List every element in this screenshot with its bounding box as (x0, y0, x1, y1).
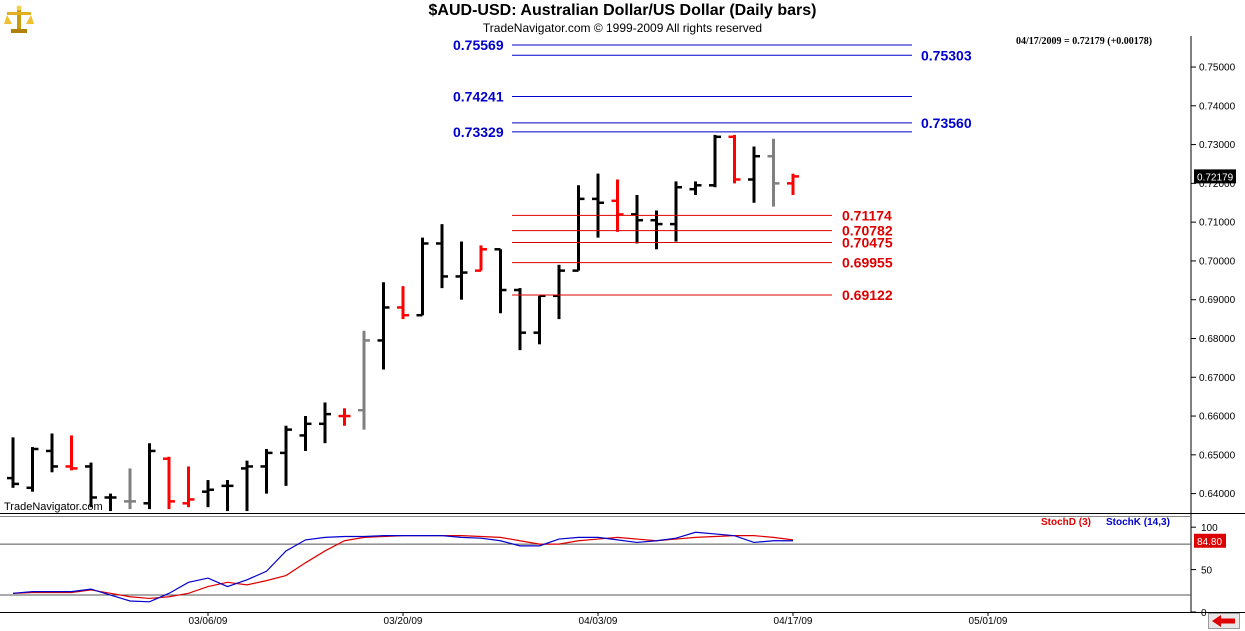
price-bar (553, 264, 565, 320)
price-bar (650, 210, 663, 250)
price-bar (163, 456, 175, 510)
price-bar (338, 408, 351, 426)
blue-level-label: 0.75569 (453, 37, 504, 53)
price-bar (26, 447, 39, 492)
y-tick-label: 0.69000 (1199, 295, 1236, 306)
price-bar (124, 468, 136, 510)
price-bar (592, 173, 604, 238)
y-tick-label: 0.71000 (1199, 218, 1236, 229)
price-bar (611, 179, 624, 232)
price-bar (709, 134, 721, 188)
stochastic-panel: StochD (3) StochK (14,3) 100 50 0 84.80 (0, 517, 1226, 619)
price-bar (455, 241, 468, 300)
red-level-label: 0.70475 (842, 235, 893, 251)
price-bar (689, 181, 702, 195)
price-bar (631, 195, 643, 244)
date-axis: 03/06/09 03/20/09 04/03/09 04/17/09 05/01/09 (189, 612, 1008, 627)
price-bar (767, 138, 780, 207)
red-level-label: 0.69955 (842, 255, 893, 271)
price-bar (436, 224, 448, 289)
y-tick-label: 0.65000 (1199, 450, 1236, 461)
price-bar (260, 449, 273, 494)
y-tick-label: 0.68000 (1199, 334, 1236, 345)
gold-scales-icon[interactable] (4, 4, 34, 34)
legend-stoch-d: StochD (3) (1041, 517, 1091, 528)
fibonacci-levels: 0.75569 0.75303 0.74241 0.73560 0.73329 0.711… (453, 37, 972, 303)
blue-level-label: 0.74241 (453, 88, 504, 104)
stoch-tick-label: 50 (1201, 566, 1213, 577)
y-tick-label: 0.73000 (1199, 140, 1236, 151)
price-bar (748, 146, 760, 203)
last-price-box (1194, 169, 1236, 184)
y-tick-label: 0.72000 (1199, 179, 1236, 190)
legend-stoch-k: StochK (14,3) (1106, 517, 1170, 528)
price-bar (670, 181, 682, 242)
price-bar (728, 134, 741, 184)
price-bar (416, 237, 429, 317)
stoch-tick-label: 100 (1201, 523, 1218, 534)
y-tick-label: 0.75000 (1199, 63, 1236, 74)
y-tick-label: 0.74000 (1199, 101, 1236, 112)
price-bar (475, 245, 487, 272)
price-bars (7, 134, 799, 512)
stoch-last-label: 84.80 (1197, 537, 1222, 548)
blue-level-label: 0.75303 (921, 47, 972, 63)
price-bar (397, 286, 409, 320)
red-level-label: 0.69122 (842, 287, 893, 303)
price-bar (241, 460, 253, 512)
price-bar (65, 435, 78, 471)
x-tick-label: 04/17/09 (774, 616, 813, 627)
watermark-label: TradeNavigator.com (4, 501, 103, 513)
price-bar (7, 437, 19, 488)
chart-title: $AUD-USD: Australian Dollar/US Dollar (D… (428, 2, 817, 19)
y-tick-label: 0.67000 (1199, 373, 1236, 384)
price-bar (787, 173, 799, 195)
red-level-label: 0.70782 (842, 223, 893, 239)
x-tick-label: 04/03/09 (579, 616, 618, 627)
price-bar (280, 425, 292, 486)
y-tick-label: 0.70000 (1199, 256, 1236, 267)
arrow-left-icon[interactable] (1208, 613, 1240, 629)
price-bar (572, 185, 585, 272)
price-bar (533, 294, 546, 345)
price-bar (358, 330, 370, 430)
y-tick-label: 0.66000 (1199, 412, 1236, 423)
price-bar (182, 466, 195, 508)
price-bar (221, 480, 234, 512)
last-quote: 04/17/2009 = 0.72179 (+0.00178) (1016, 36, 1153, 47)
price-bar (202, 480, 214, 508)
price-bar (494, 248, 507, 314)
stoch-last-box (1194, 533, 1226, 548)
price-bar (514, 288, 526, 351)
last-price-label: 0.72179 (1197, 172, 1234, 183)
red-level-label: 0.71174 (842, 207, 892, 223)
x-tick-label: 03/06/09 (189, 616, 228, 627)
stoch-k-line (12, 531, 793, 603)
price-bar (46, 433, 58, 473)
stoch-d-line (12, 535, 794, 600)
x-tick-label: 05/01/09 (969, 616, 1008, 627)
price-bar (85, 462, 97, 508)
stoch-tick-label: 0 (1201, 608, 1207, 619)
price-bar (104, 493, 117, 512)
price-bar (299, 416, 312, 451)
price-bar (377, 282, 390, 370)
blue-level-label: 0.73329 (453, 124, 504, 140)
price-bar (143, 443, 156, 510)
price-bar (319, 402, 331, 444)
blue-level-label: 0.73560 (921, 115, 972, 131)
x-tick-label: 03/20/09 (384, 616, 423, 627)
chart-subtitle: TradeNavigator.com © 1999-2009 All right… (482, 21, 763, 35)
y-tick-label: 0.64000 (1199, 489, 1236, 500)
price-axis: 0.64000 0.65000 0.66000 0.67000 0.68000 0.690… (1191, 63, 1236, 500)
